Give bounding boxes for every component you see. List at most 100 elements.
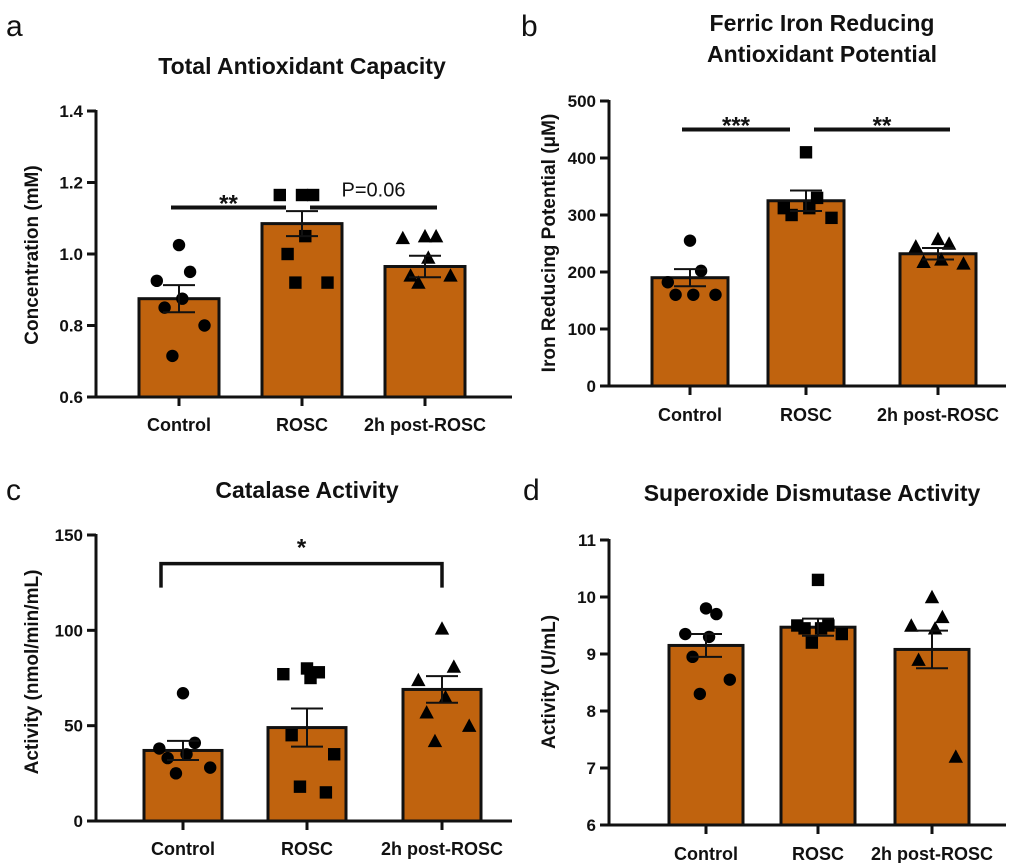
- data-point-rosc: [803, 201, 816, 215]
- error-bar-rosc: [790, 189, 822, 213]
- data-point-rosc: [799, 146, 813, 159]
- data-point-control: [710, 607, 723, 621]
- data-point-2h-post-rosc: [428, 228, 444, 243]
- bar-2h-post-rosc: [401, 687, 483, 823]
- y-axis-label-b: Iron Reducing Potential (μM): [539, 114, 560, 373]
- data-point-control: [661, 276, 674, 289]
- data-point-2h-post-rosc: [935, 609, 950, 624]
- significance-annotation: *: [159, 535, 444, 588]
- data-point-2h-post-rosc: [924, 589, 940, 604]
- significance-annotation: ***: [682, 113, 790, 140]
- error-bar-2h-post-rosc: [409, 254, 441, 279]
- y-tick-label: 50: [64, 717, 83, 736]
- data-point-control: [188, 736, 202, 750]
- data-point-rosc: [277, 667, 290, 681]
- data-point-2h-post-rosc: [462, 718, 477, 732]
- data-point-rosc: [300, 662, 314, 675]
- data-point-rosc: [295, 188, 309, 202]
- y-tick-label: 1.0: [59, 245, 83, 264]
- x-tick-label-control: Control: [147, 415, 211, 435]
- data-point-control: [161, 751, 174, 765]
- data-point-rosc: [798, 622, 811, 635]
- data-point-2h-post-rosc: [916, 254, 931, 268]
- chart-title-b-line-1: Ferric Iron Reducing: [710, 10, 935, 36]
- x-tick-label-control: Control: [674, 844, 738, 863]
- data-point-control: [183, 265, 197, 279]
- significance-label: **: [219, 191, 238, 218]
- x-tick-label-rosc: ROSC: [276, 415, 328, 435]
- y-tick-label: 10: [577, 588, 596, 607]
- panel-letter-c: c: [6, 474, 21, 507]
- y-tick-label: 6: [587, 816, 596, 835]
- data-point-rosc: [273, 188, 286, 202]
- data-point-2h-post-rosc: [421, 250, 436, 264]
- bar-control: [137, 297, 221, 399]
- y-tick-label: 11: [578, 531, 596, 550]
- bar-rosc: [779, 625, 857, 827]
- error-bar-rosc: [291, 707, 323, 748]
- data-point-2h-post-rosc: [417, 228, 433, 243]
- x-tick-label-control: Control: [151, 839, 215, 859]
- y-tick-label: 1.2: [59, 174, 83, 193]
- data-point-control: [150, 274, 163, 288]
- data-point-rosc: [285, 729, 298, 742]
- data-point-control: [687, 288, 700, 301]
- bar-2h-post-rosc: [893, 647, 971, 827]
- data-point-rosc: [306, 188, 320, 202]
- data-point-control: [679, 627, 692, 641]
- y-tick-label: 300: [568, 206, 596, 225]
- significance-label: ***: [722, 113, 751, 140]
- data-point-2h-post-rosc: [434, 621, 450, 635]
- y-tick-label: 400: [568, 149, 596, 168]
- data-point-control: [709, 288, 722, 301]
- data-point-rosc: [825, 211, 838, 225]
- data-point-rosc: [319, 786, 333, 799]
- chart-title-d: Superoxide Dismutase Activity: [644, 480, 981, 506]
- data-point-2h-post-rosc: [911, 652, 926, 666]
- data-point-2h-post-rosc: [904, 618, 919, 632]
- bar-rosc: [766, 199, 846, 388]
- data-point-control: [158, 301, 171, 314]
- panel-letter-b: b: [521, 10, 538, 43]
- data-point-2h-post-rosc: [419, 705, 434, 719]
- x-tick-label-2h-post-rosc: 2h post-ROSC: [877, 405, 999, 425]
- error-bar-2h-post-rosc: [916, 629, 948, 670]
- data-point-rosc: [814, 622, 828, 635]
- x-tick-label-control: Control: [658, 405, 722, 425]
- bar-control: [667, 643, 745, 827]
- y-tick-label: 9: [587, 645, 596, 664]
- data-point-rosc: [328, 748, 341, 761]
- data-point-control: [204, 761, 217, 774]
- panel-b: b Ferric Iron Reducing Antioxidant Poten…: [521, 10, 1006, 425]
- data-point-2h-post-rosc: [948, 749, 963, 763]
- plot-area-c: 0 50 100 150 Control ROSC 2h post-ROSC *: [55, 526, 512, 859]
- data-point-control: [153, 742, 166, 755]
- y-tick-label: 0: [74, 812, 83, 831]
- significance-annotation: **: [171, 191, 286, 218]
- data-point-control: [699, 602, 713, 615]
- panel-d: d Superoxide Dismutase Activity Activity…: [523, 474, 1006, 863]
- data-point-control: [176, 292, 189, 305]
- y-tick-label: 200: [568, 263, 596, 282]
- x-tick-label-2h-post-rosc: 2h post-ROSC: [381, 839, 503, 859]
- plot-area-a: 0.6 0.8 1.0 1.2 1.4 Control ROSC 2h post-ROSC **…: [59, 102, 512, 435]
- panel-a: a Total Antioxidant Capacity Concentrati…: [6, 10, 512, 435]
- data-point-control: [702, 630, 716, 644]
- bar-2h-post-rosc: [383, 265, 467, 399]
- chart-title-a: Total Antioxidant Capacity: [158, 53, 446, 79]
- significance-label: *: [297, 535, 307, 562]
- y-tick-label: 8: [587, 702, 596, 721]
- bar-2h-post-rosc: [898, 252, 978, 388]
- y-tick-label: 0.6: [59, 388, 83, 407]
- y-tick-label: 100: [55, 621, 83, 640]
- data-point-control: [166, 349, 179, 363]
- data-point-2h-post-rosc: [411, 672, 426, 687]
- data-point-2h-post-rosc: [930, 231, 946, 246]
- panel-letter-d: d: [523, 474, 540, 507]
- panel-c: c Catalase Activity Activity (nmol/min/m…: [6, 474, 512, 859]
- data-point-2h-post-rosc: [908, 239, 923, 253]
- y-tick-label: 500: [568, 92, 596, 111]
- error-bar-2h-post-rosc: [922, 247, 954, 261]
- data-point-control: [669, 288, 682, 301]
- data-point-2h-post-rosc: [427, 733, 443, 748]
